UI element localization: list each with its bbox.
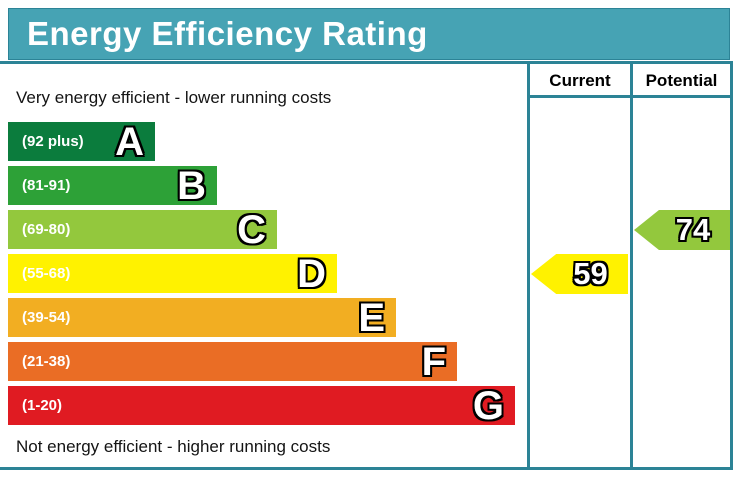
- bottom-caption: Not energy efficient - higher running co…: [16, 437, 331, 456]
- band-range-label: (21-38): [22, 353, 71, 370]
- potential-column-left-border: [630, 61, 633, 470]
- band-letter: A: [115, 120, 144, 164]
- band-letter: E: [358, 296, 385, 340]
- top-caption: Very energy efficient - lower running co…: [16, 88, 332, 107]
- potential-rating-arrow: 74: [634, 210, 730, 250]
- current-rating-arrow: 59: [531, 254, 628, 294]
- band-row-a: (92 plus) A: [8, 120, 155, 164]
- band-letter: D: [297, 252, 326, 296]
- band-row-e: (39-54) E: [8, 296, 396, 340]
- column-header-underline: [527, 95, 733, 98]
- potential-column-header: Potential: [645, 71, 718, 90]
- current-rating-value: 59: [573, 256, 608, 291]
- table-top-border: [0, 61, 733, 64]
- band-row-d: (55-68) D: [8, 252, 337, 296]
- table-bottom-border: [0, 467, 733, 470]
- current-column-header: Current: [549, 71, 611, 90]
- band-range-label: (1-20): [22, 397, 63, 414]
- band-letter: B: [177, 164, 206, 208]
- band-range-label: (39-54): [22, 309, 71, 326]
- potential-column-right-border: [730, 61, 733, 470]
- band-row-g: (1-20) G: [8, 384, 515, 428]
- chart-title: Energy Efficiency Rating: [27, 15, 428, 52]
- band-row-f: (21-38) F: [8, 340, 457, 384]
- band-range-label: (92 plus): [22, 133, 84, 150]
- band-letter: F: [421, 340, 446, 384]
- band-row-b: (81-91) B: [8, 164, 217, 208]
- band-letter: G: [472, 384, 504, 428]
- current-column-left-border: [527, 61, 530, 470]
- band-row-c: (69-80) C: [8, 208, 277, 252]
- chart-title-bar: Energy Efficiency Rating: [8, 8, 730, 60]
- potential-rating-value: 74: [675, 212, 711, 247]
- band-range-label: (55-68): [22, 265, 71, 282]
- band-range-label: (81-91): [22, 177, 71, 194]
- band-letter: C: [237, 208, 266, 252]
- band-range-label: (69-80): [22, 221, 71, 238]
